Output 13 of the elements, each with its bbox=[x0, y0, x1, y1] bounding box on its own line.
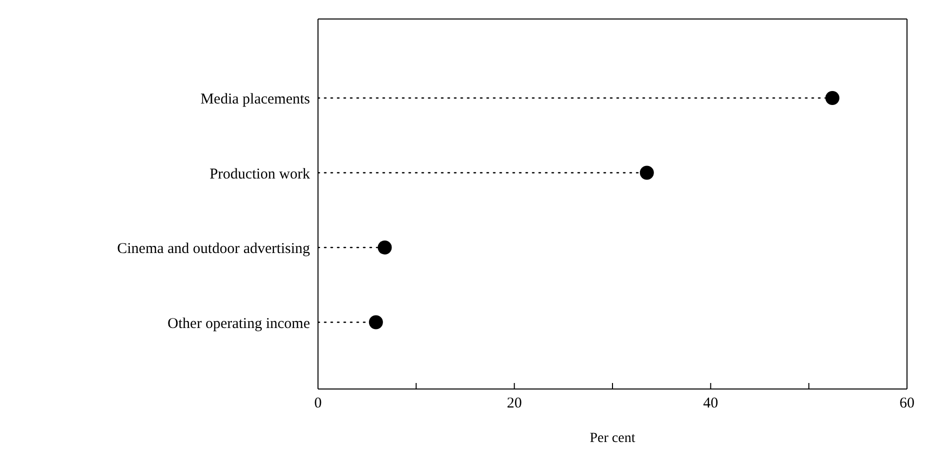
x-tick-label: 60 bbox=[900, 396, 914, 412]
point bbox=[640, 166, 654, 180]
x-tick-label: 40 bbox=[703, 396, 718, 412]
y-tick-label: Other operating income bbox=[168, 316, 310, 332]
y-tick-label: Production work bbox=[210, 166, 310, 182]
x-axis-title: Per cent bbox=[590, 431, 636, 446]
y-tick-label: Cinema and outdoor advertising bbox=[117, 241, 310, 258]
y-tick-label: Media placements bbox=[200, 92, 310, 108]
point bbox=[368, 315, 383, 330]
point bbox=[825, 91, 840, 105]
x-tick-label: 20 bbox=[506, 396, 522, 412]
x-tick-label: 0 bbox=[314, 396, 322, 412]
point bbox=[378, 240, 392, 254]
